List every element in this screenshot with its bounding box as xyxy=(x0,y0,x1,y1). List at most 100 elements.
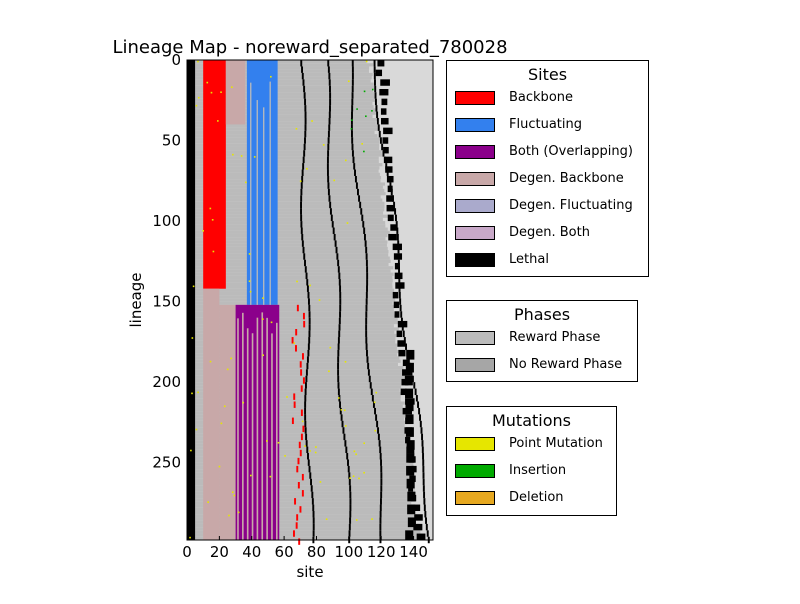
lethal-streak xyxy=(363,227,366,234)
point-mutation-mark xyxy=(262,297,264,299)
lethal-block xyxy=(385,166,393,173)
lethal-block xyxy=(405,362,414,373)
lethal-block xyxy=(377,60,385,67)
reward-phase-cell xyxy=(187,85,375,89)
lethal-streak xyxy=(421,433,424,441)
reward-phase-cell xyxy=(187,330,395,334)
backbone-shift-cell xyxy=(302,353,304,360)
degenerate-stripe xyxy=(266,317,268,540)
reward-phase-cell xyxy=(187,111,377,115)
lethal-streak xyxy=(357,188,359,196)
lethal-streak xyxy=(378,130,381,138)
reward-phase-cell xyxy=(187,137,381,141)
lethal-streak xyxy=(304,401,307,408)
lethal-streak xyxy=(305,440,308,447)
reward-phase-cell xyxy=(187,472,410,476)
lethal-block xyxy=(397,320,408,328)
point-mutation-mark xyxy=(195,428,198,431)
lethal-streak xyxy=(393,201,396,209)
reward-phase-cell xyxy=(187,530,421,534)
lethal-streak xyxy=(351,150,354,157)
legend-phases-item: No Reward Phase xyxy=(447,357,637,384)
lethal-streak xyxy=(374,92,377,99)
backbone-shift-cell xyxy=(296,465,299,473)
reward-phase-cell xyxy=(187,488,415,492)
point-mutation-mark xyxy=(197,96,200,99)
lethal-streak xyxy=(326,163,329,170)
lethal-streak xyxy=(301,72,304,80)
reward-phase-cell xyxy=(187,417,405,421)
reward-phase-cell xyxy=(187,533,421,537)
legend-label: Degen. Both xyxy=(509,225,590,240)
region-backbone xyxy=(203,60,226,289)
point-mutation-mark xyxy=(325,518,328,521)
lethal-streak xyxy=(373,60,376,67)
lethal-streak xyxy=(377,124,380,131)
legend-swatch xyxy=(455,226,495,240)
lethal-streak xyxy=(381,143,384,151)
lethal-streak xyxy=(351,111,353,118)
lethal-streak xyxy=(342,427,345,434)
reward-phase-cell xyxy=(187,311,395,315)
lethal-streak xyxy=(379,453,382,460)
point-mutation-mark xyxy=(211,219,214,221)
degenerate-stripe xyxy=(276,322,278,540)
lethal-streak xyxy=(354,169,356,176)
lethal-streak xyxy=(365,298,368,305)
point-mutation-mark xyxy=(270,75,272,78)
legend-sites-item: Both (Overlapping) xyxy=(447,144,648,171)
reward-phase-cell xyxy=(187,272,394,276)
reward-phase-cell xyxy=(187,462,414,466)
reward-phase-cell xyxy=(187,308,394,312)
lethal-streak xyxy=(328,124,331,131)
lethal-streak xyxy=(422,472,425,479)
legend-sites-item: Fluctuating xyxy=(447,117,648,144)
reward-phase-cell xyxy=(187,436,408,441)
reward-phase-cell xyxy=(187,285,393,289)
reward-phase-cell xyxy=(187,282,393,286)
lethal-streak xyxy=(306,279,309,286)
lethal-streak xyxy=(339,401,341,408)
reward-phase-cell xyxy=(187,237,386,241)
lethal-streak xyxy=(374,98,377,106)
lethal-block xyxy=(405,388,414,399)
legend-mutations-title: Mutations xyxy=(491,411,571,430)
lethal-streak xyxy=(348,523,351,531)
backbone-shift-cell xyxy=(299,361,302,368)
reward-phase-cell xyxy=(187,224,386,228)
lethal-streak xyxy=(379,523,382,531)
reward-phase-cell xyxy=(187,66,370,70)
y-tick-label: 200 xyxy=(152,373,181,391)
lethal-streak xyxy=(337,362,340,370)
lethal-streak xyxy=(364,240,367,247)
reward-phase-cell xyxy=(187,95,375,99)
reward-phase-cell xyxy=(187,124,380,128)
legend-phases-item: Reward Phase xyxy=(447,330,637,357)
point-mutation-mark xyxy=(301,420,304,423)
point-mutation-mark xyxy=(206,81,209,84)
reward-phase-cell xyxy=(187,536,420,540)
lethal-streak xyxy=(300,60,303,67)
reward-phase-cell xyxy=(187,375,405,379)
region-lethal xyxy=(187,60,196,540)
lethal-streak xyxy=(351,137,354,144)
reward-phase-cell xyxy=(187,243,387,247)
reward-phase-cell xyxy=(187,182,386,186)
lethal-streak xyxy=(425,517,427,524)
lethal-block xyxy=(381,98,388,106)
legend-label: Deletion xyxy=(509,490,564,505)
reward-phase-cell xyxy=(187,166,380,170)
lethal-streak xyxy=(351,105,354,112)
lethal-streak xyxy=(365,291,368,299)
lethal-block xyxy=(397,340,406,347)
lethal-streak xyxy=(365,324,368,331)
point-mutation-mark xyxy=(344,159,347,162)
lethal-streak xyxy=(385,163,388,170)
point-mutation-mark xyxy=(352,475,355,478)
reward-phase-cell xyxy=(187,227,388,231)
region-degen-backbone xyxy=(225,60,246,125)
legend-swatch xyxy=(455,199,495,213)
point-mutation-mark xyxy=(237,511,240,514)
reward-phase-cell xyxy=(187,427,406,431)
